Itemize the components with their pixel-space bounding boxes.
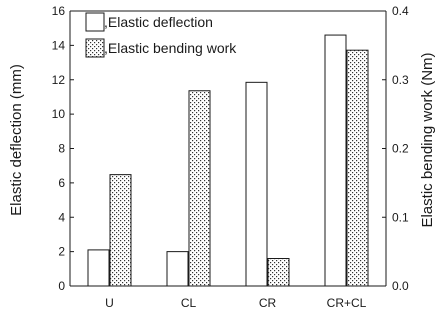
legend-swatch-deflection — [85, 12, 105, 32]
y-tick-label: 12 — [52, 73, 66, 87]
x-tick-label: CR — [259, 296, 277, 310]
legend-swatch-bending-work — [85, 38, 105, 58]
y2-tick-label: 0.1 — [392, 210, 409, 224]
bar-deflection-cr — [245, 81, 268, 287]
y-tick-label: 10 — [52, 107, 66, 121]
y-tick-label: 14 — [52, 38, 66, 52]
y2-tick-label: 0.2 — [392, 142, 409, 156]
x-tick-label: CR+CL — [327, 296, 367, 310]
x-tick-label: U — [105, 296, 114, 310]
y-tick-label: 0 — [58, 279, 65, 293]
y2-tick-label: 0.0 — [392, 279, 409, 293]
y-tick-label: 2 — [58, 245, 65, 259]
bar-deflection-cl — [166, 251, 189, 287]
legend-label-deflection: ,Elastic deflection — [104, 14, 213, 30]
bar-bending-work-cr-cl — [346, 49, 369, 287]
y-tick-label: 8 — [58, 142, 65, 156]
bar-deflection-u — [87, 249, 110, 287]
y-tick-label: 16 — [52, 4, 66, 18]
y2-tick-label: 0.3 — [392, 73, 409, 87]
bar-deflection-cr-cl — [324, 34, 347, 287]
y-tick-label: 4 — [58, 210, 65, 224]
bar-bending-work-cl — [188, 90, 211, 287]
bars-group — [87, 34, 369, 287]
legend: ,Elastic deflection ,Elastic bending work — [85, 12, 237, 58]
y-axis-label: Elastic deflection (mm) — [8, 64, 25, 216]
x-tick-label: CL — [181, 296, 197, 310]
y-tick-label: 6 — [58, 176, 65, 190]
bar-bending-work-u — [109, 174, 132, 287]
y2-axis-label: Elastic bending work (Nm) — [419, 52, 436, 227]
axes-group: U CL CR CR+CL 0 2 4 6 8 10 12 14 16 0.0 0.1 0.2 0.3 0.4 — [52, 4, 409, 310]
y2-tick-label: 0.4 — [392, 4, 409, 18]
legend-label-bending-work: ,Elastic bending work — [104, 40, 237, 56]
bar-bending-work-cr — [267, 258, 290, 287]
